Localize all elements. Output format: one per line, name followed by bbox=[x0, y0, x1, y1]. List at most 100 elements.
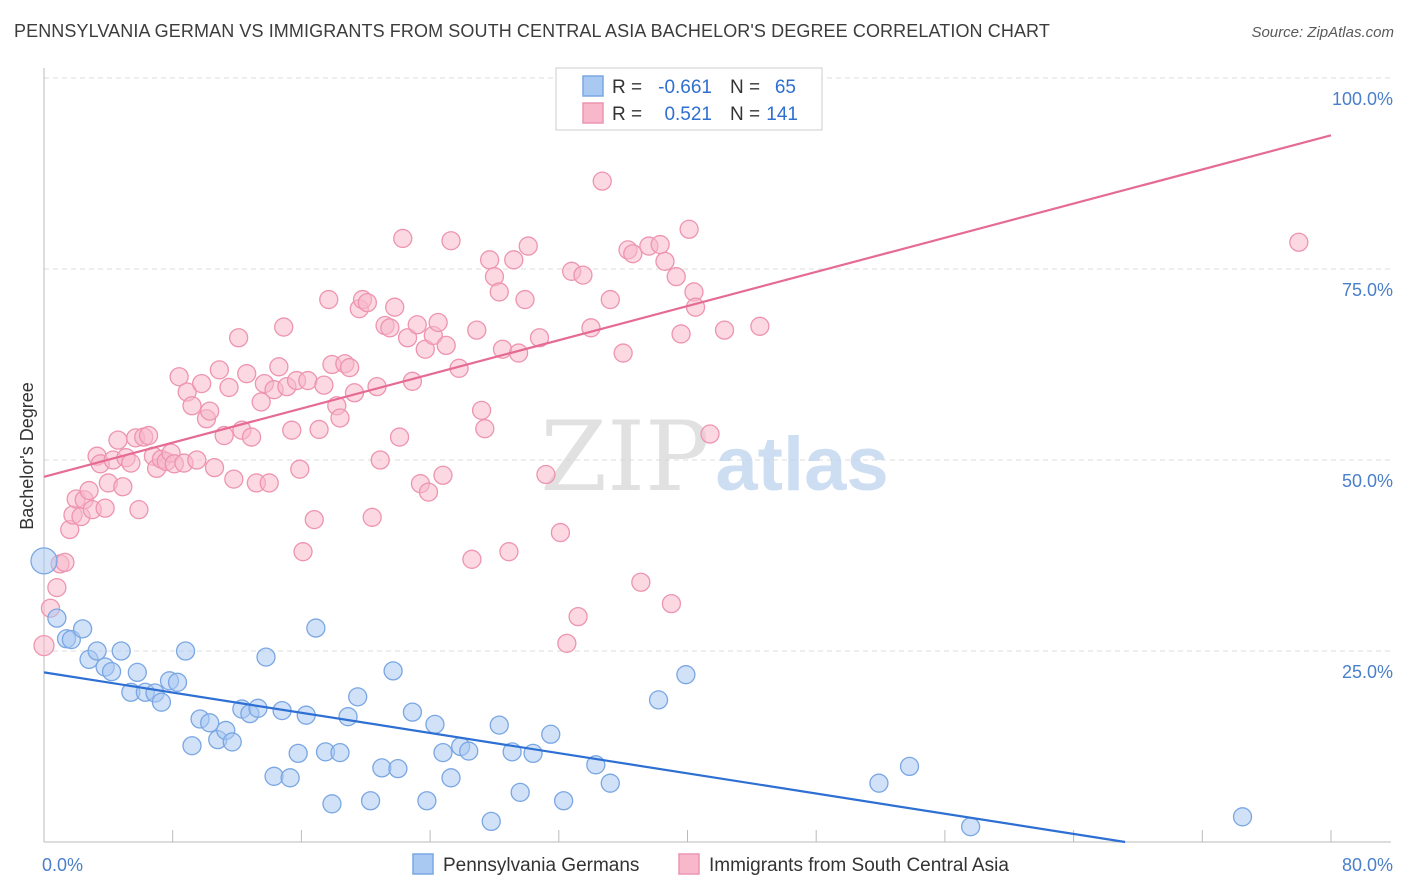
point-south-central-asia-81 bbox=[393, 228, 413, 249]
point-south-central-asia-115 bbox=[592, 171, 612, 191]
point-south-central-asia-107 bbox=[529, 328, 550, 348]
point-south-central-asia-92 bbox=[441, 231, 461, 251]
point-south-central-asia-67 bbox=[330, 408, 350, 428]
point-pennsylvania-germans-63 bbox=[960, 817, 981, 837]
point-pennsylvania-germans-35 bbox=[322, 794, 342, 814]
point-pennsylvania-germans-0 bbox=[30, 547, 58, 575]
point-south-central-asia-132 bbox=[750, 316, 770, 336]
point-south-central-asia-63 bbox=[314, 375, 334, 395]
point-south-central-asia-113 bbox=[573, 265, 593, 285]
stats-r-value-pink: 0.521 bbox=[664, 104, 712, 125]
point-pennsylvania-germans-8 bbox=[101, 661, 122, 682]
stats-n-label-blue: N = bbox=[730, 77, 760, 98]
point-south-central-asia-100 bbox=[489, 282, 509, 302]
point-pennsylvania-germans-62 bbox=[899, 756, 920, 777]
point-pennsylvania-germans-28 bbox=[264, 766, 284, 786]
point-south-central-asia-58 bbox=[290, 459, 310, 479]
point-south-central-asia-78 bbox=[380, 318, 400, 338]
point-south-central-asia-20 bbox=[121, 453, 141, 473]
watermark-atlas: atlas bbox=[715, 422, 888, 507]
point-pennsylvania-germans-27 bbox=[256, 647, 276, 667]
point-south-central-asia-69 bbox=[340, 357, 360, 378]
point-pennsylvania-germans-45 bbox=[425, 714, 445, 734]
point-south-central-asia-18 bbox=[113, 477, 133, 497]
point-pennsylvania-germans-36 bbox=[330, 742, 350, 763]
point-pennsylvania-germans-42 bbox=[388, 759, 408, 779]
point-pennsylvania-germans-20 bbox=[200, 713, 220, 733]
point-pennsylvania-germans-43 bbox=[402, 702, 423, 722]
point-south-central-asia-10 bbox=[79, 480, 99, 501]
point-south-central-asia-22 bbox=[129, 500, 149, 520]
point-south-central-asia-74 bbox=[362, 507, 382, 527]
point-south-central-asia-127 bbox=[679, 219, 699, 239]
point-pennsylvania-germans-58 bbox=[600, 773, 620, 793]
point-pennsylvania-germans-50 bbox=[481, 811, 501, 832]
point-pennsylvania-germans-23 bbox=[222, 732, 242, 752]
point-pennsylvania-germans-30 bbox=[280, 768, 300, 788]
trend-line-south-central-asia bbox=[43, 134, 1332, 478]
point-pennsylvania-germans-6 bbox=[87, 641, 107, 661]
point-pennsylvania-germans-46 bbox=[433, 742, 453, 763]
stats-n-value-pink: 141 bbox=[766, 104, 798, 125]
point-south-central-asia-76 bbox=[370, 450, 390, 470]
point-south-central-asia-126 bbox=[671, 324, 691, 344]
stats-swatch-blue bbox=[582, 75, 604, 97]
point-pennsylvania-germans-31 bbox=[288, 743, 308, 764]
point-pennsylvania-germans-17 bbox=[175, 641, 196, 661]
point-south-central-asia-124 bbox=[661, 593, 682, 614]
point-south-central-asia-112 bbox=[568, 606, 588, 627]
point-south-central-asia-47 bbox=[241, 427, 262, 447]
point-south-central-asia-96 bbox=[471, 400, 492, 420]
point-south-central-asia-14 bbox=[95, 498, 115, 518]
point-south-central-asia-43 bbox=[224, 469, 244, 489]
point-pennsylvania-germans-16 bbox=[167, 672, 188, 692]
stats-box: R = -0.661 N = 65 R = 0.521 N = 141 bbox=[555, 67, 823, 131]
legend-swatch-pink bbox=[678, 853, 700, 875]
point-south-central-asia-24 bbox=[138, 425, 159, 446]
point-pennsylvania-germans-44 bbox=[417, 791, 437, 811]
legend: Pennsylvania Germans Immigrants from Sou… bbox=[412, 853, 1009, 876]
point-south-central-asia-42 bbox=[219, 377, 239, 398]
point-south-central-asia-60 bbox=[298, 370, 318, 391]
point-south-central-asia-36 bbox=[192, 373, 212, 394]
point-south-central-asia-102 bbox=[499, 542, 519, 562]
stats-swatch-pink bbox=[582, 102, 604, 124]
point-south-central-asia-133 bbox=[1289, 232, 1309, 252]
point-south-central-asia-44 bbox=[229, 328, 249, 348]
data-points bbox=[30, 171, 1309, 837]
legend-swatch-blue bbox=[412, 853, 434, 875]
point-south-central-asia-17 bbox=[108, 430, 128, 450]
point-pennsylvania-germans-49 bbox=[459, 741, 479, 761]
point-south-central-asia-106 bbox=[518, 236, 538, 256]
point-south-central-asia-94 bbox=[462, 549, 482, 569]
point-south-central-asia-35 bbox=[187, 450, 207, 470]
stats-n-label-pink: N = bbox=[730, 104, 760, 125]
tick-labels: 25.0% 50.0% 75.0% 100.0% 0.0% 80.0% bbox=[42, 89, 1393, 875]
point-south-central-asia-87 bbox=[418, 482, 439, 502]
point-south-central-asia-131 bbox=[714, 320, 735, 340]
point-pennsylvania-germans-37 bbox=[338, 707, 358, 727]
point-south-central-asia-73 bbox=[357, 292, 378, 313]
point-south-central-asia-98 bbox=[479, 250, 500, 270]
point-pennsylvania-germans-55 bbox=[541, 724, 561, 744]
point-south-central-asia-130 bbox=[700, 424, 720, 444]
point-south-central-asia-46 bbox=[237, 364, 257, 384]
point-pennsylvania-germans-61 bbox=[869, 773, 889, 793]
legend-label-blue: Pennsylvania Germans bbox=[443, 855, 639, 876]
point-south-central-asia-95 bbox=[467, 320, 487, 340]
stats-r-label-blue: R = bbox=[612, 77, 642, 98]
x-tick-label-max: 80.0% bbox=[1342, 855, 1393, 875]
point-pennsylvania-germans-40 bbox=[372, 758, 392, 778]
chart-source: Source: ZipAtlas.com bbox=[1251, 24, 1394, 41]
point-pennsylvania-germans-18 bbox=[182, 736, 202, 756]
point-south-central-asia-116 bbox=[600, 289, 620, 310]
point-pennsylvania-germans-64 bbox=[1232, 807, 1253, 827]
point-south-central-asia-4 bbox=[55, 552, 75, 573]
stats-r-label-pink: R = bbox=[612, 104, 642, 125]
trend-lines bbox=[43, 134, 1332, 844]
point-south-central-asia-82 bbox=[397, 328, 418, 348]
point-pennsylvania-germans-59 bbox=[648, 690, 669, 710]
point-south-central-asia-53 bbox=[269, 357, 289, 377]
trend-line-pennsylvania-germans bbox=[43, 671, 1126, 844]
point-south-central-asia-62 bbox=[309, 419, 329, 440]
